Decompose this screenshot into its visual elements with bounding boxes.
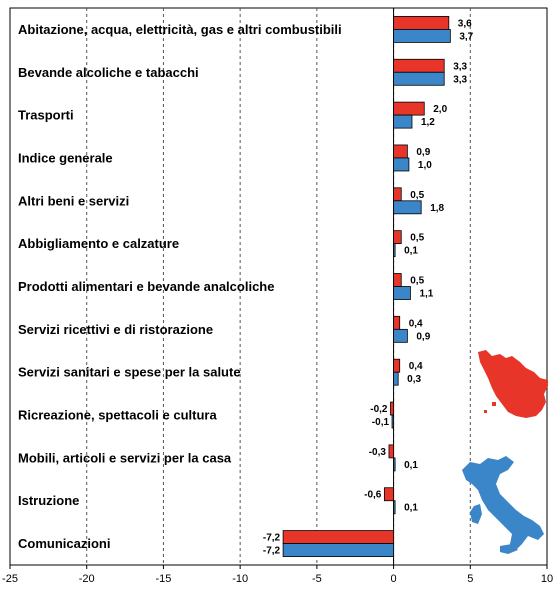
bar xyxy=(391,414,394,429)
bars xyxy=(282,16,451,557)
bar xyxy=(393,157,410,172)
category-label: Servizi ricettivi e di ristorazione xyxy=(18,322,213,337)
category-label: Servizi sanitari e spese per la salute xyxy=(18,365,241,380)
value-label: 3,6 xyxy=(458,18,472,29)
value-label: -0,2 xyxy=(370,404,388,415)
value-label: 0,9 xyxy=(416,147,430,158)
bar xyxy=(393,457,396,472)
x-tick-label: -10 xyxy=(232,573,248,585)
value-label: 1,0 xyxy=(418,160,432,171)
category-label: Indice generale xyxy=(18,150,113,165)
x-tick-label: -25 xyxy=(2,573,18,585)
bar xyxy=(393,243,396,258)
value-label: 2,0 xyxy=(433,104,447,115)
value-label: 3,3 xyxy=(453,74,467,85)
value-label: 3,7 xyxy=(459,31,473,42)
value-label: 0,3 xyxy=(407,374,421,385)
bar xyxy=(393,200,422,215)
bar xyxy=(393,273,402,287)
x-tick-label: -20 xyxy=(79,573,95,585)
x-tick-label: 0 xyxy=(391,573,397,585)
x-tick-label: 10 xyxy=(541,573,553,585)
bar xyxy=(393,315,401,330)
italy-map-icon xyxy=(462,456,544,554)
value-label: 0,1 xyxy=(404,246,418,257)
bar xyxy=(393,328,408,343)
bar xyxy=(282,543,394,557)
bar xyxy=(393,71,445,86)
bar xyxy=(393,114,413,129)
bar xyxy=(393,286,411,300)
value-label: 0,5 xyxy=(410,190,424,201)
category-labels: Abitazione, acqua, elettricità, gas e al… xyxy=(18,22,342,551)
value-label: 0,1 xyxy=(404,460,418,471)
bar xyxy=(388,444,394,459)
category-label: Mobili, articoli e servizi per la casa xyxy=(18,450,232,465)
value-label: 0,4 xyxy=(409,361,423,372)
category-label: Comunicazioni xyxy=(18,536,110,551)
bar xyxy=(393,230,402,245)
bar xyxy=(393,371,399,386)
bar xyxy=(393,187,402,202)
x-tick-label: -15 xyxy=(155,573,171,585)
category-label: Ricreazione, spettacoli e cultura xyxy=(18,408,217,423)
bar xyxy=(393,16,450,30)
bar xyxy=(393,29,451,43)
value-label: 1,2 xyxy=(421,117,435,128)
bar xyxy=(390,401,394,416)
value-label: -7,2 xyxy=(263,546,281,557)
value-label: 0,5 xyxy=(410,276,424,287)
category-label: Abbigliamento e calzature xyxy=(18,236,179,251)
value-label: 1,1 xyxy=(419,289,433,300)
x-tick-label: -5 xyxy=(312,573,322,585)
bar xyxy=(393,58,445,73)
value-label: -7,2 xyxy=(263,533,281,544)
value-label: 0,9 xyxy=(416,331,430,342)
bar xyxy=(393,358,401,373)
value-label: 0,1 xyxy=(404,503,418,514)
category-label: Abitazione, acqua, elettricità, gas e al… xyxy=(18,22,342,37)
x-axis-ticks: -25 -20 -15 -10 -5 0 5 10 xyxy=(2,565,553,585)
value-label: -0,1 xyxy=(372,417,390,428)
tuscany-map-icon xyxy=(478,350,548,418)
value-label: 0,4 xyxy=(409,318,423,329)
bar xyxy=(393,101,425,116)
category-label: Altri beni e servizi xyxy=(18,193,129,208)
bar xyxy=(393,500,396,515)
category-label: Bevande alcoliche e tabacchi xyxy=(18,65,199,80)
plot-frame xyxy=(9,7,548,566)
category-label: Istruzione xyxy=(18,493,79,508)
value-label: 3,3 xyxy=(453,61,467,72)
x-tick-label: 5 xyxy=(467,573,473,585)
category-label: Prodotti alimentari e bevande analcolich… xyxy=(18,279,274,294)
value-labels: 3,6 3,7 3,3 3,3 2,0 1,2 0,9 1,0 0,5 1,8 0,5 0,1 0,5 1… xyxy=(263,18,474,556)
bar xyxy=(282,530,394,544)
value-label: -0,6 xyxy=(364,490,382,501)
bar xyxy=(393,144,408,159)
category-label: Trasporti xyxy=(18,108,74,123)
value-label: 0,5 xyxy=(410,233,424,244)
bar xyxy=(383,487,394,502)
value-label: -0,3 xyxy=(369,447,387,458)
value-label: 1,8 xyxy=(430,203,444,214)
